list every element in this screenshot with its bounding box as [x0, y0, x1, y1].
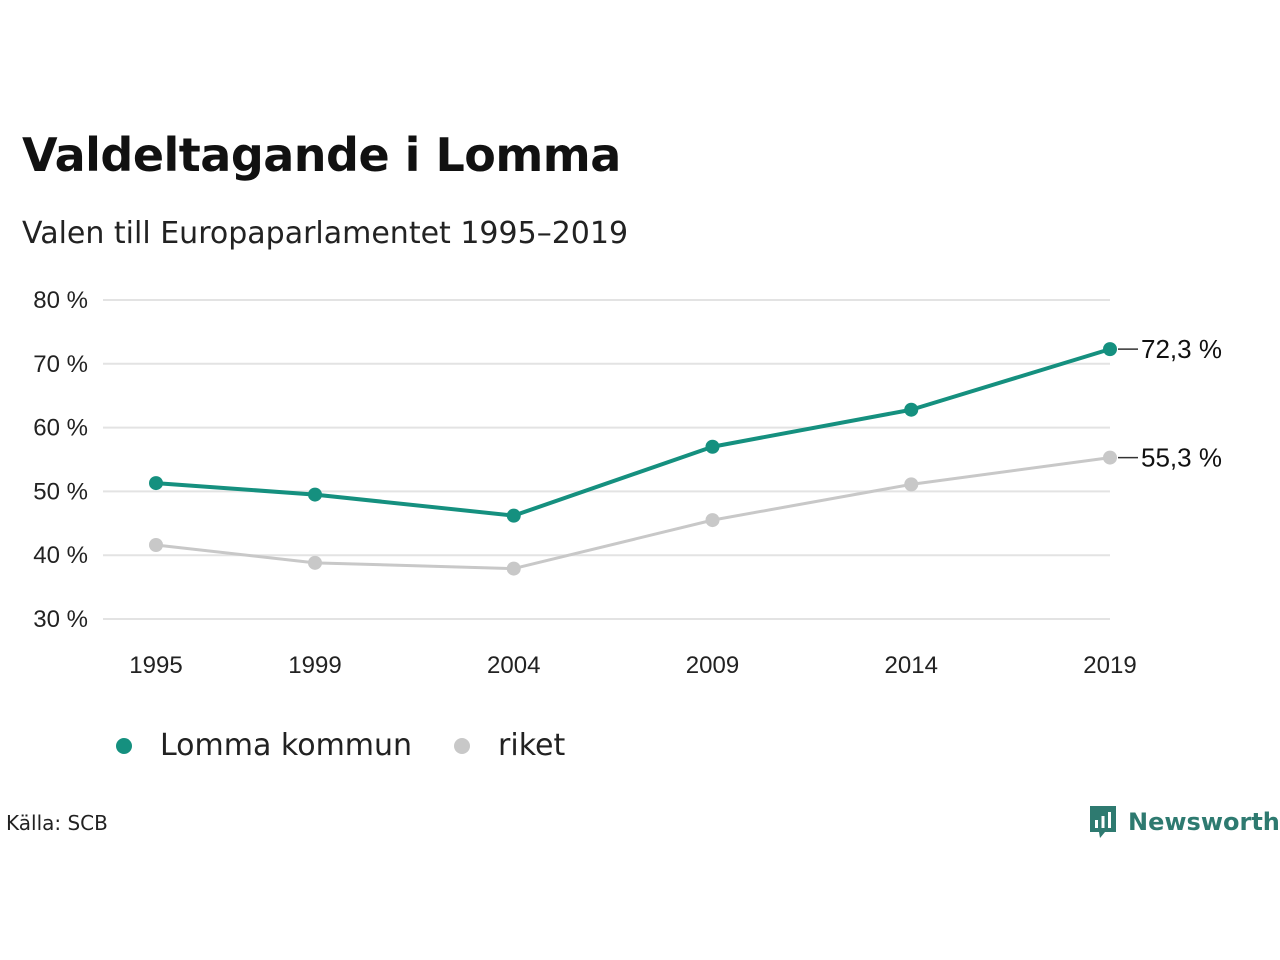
x-tick-label-1999: 1999 [288, 652, 341, 679]
x-axis-ticks: 1995 1999 2004 2009 2014 2019 [129, 652, 1136, 679]
data-point-lomma-2014 [904, 402, 919, 417]
x-tick-label-2004: 2004 [487, 652, 540, 679]
series-lomma: 72,3 % [149, 334, 1222, 523]
y-tick-label-50: 50 % [33, 478, 88, 505]
data-point-lomma-1995 [149, 476, 163, 491]
series-group: 55,3 % 72,3 % [149, 334, 1222, 576]
x-tick-label-2019: 2019 [1083, 652, 1136, 679]
y-tick-label-30: 30 % [33, 606, 88, 633]
legend-label-lomma: Lomma kommun [160, 728, 413, 763]
data-point-riket-2009 [705, 513, 720, 528]
data-point-lomma-1999 [308, 487, 322, 502]
y-axis-ticks: 30 % 40 % 50 % 60 % 70 % 80 % [33, 287, 88, 633]
data-point-riket-2019 [1103, 450, 1117, 465]
legend-marker-riket [454, 737, 471, 754]
newsworthy-logo-icon [1090, 806, 1116, 838]
data-point-lomma-2004 [506, 508, 521, 523]
legend-label-riket: riket [498, 728, 566, 763]
y-tick-label-40: 40 % [33, 542, 88, 569]
series-riket: 55,3 % [149, 443, 1222, 576]
series-line-riket [155, 456, 1111, 571]
brand-name: Newsworthy [1128, 808, 1280, 836]
brand-logo[interactable]: Newsworthy [1088, 804, 1280, 840]
data-point-riket-2014 [904, 477, 919, 492]
end-label-riket: 55,3 % [1141, 443, 1222, 473]
data-point-riket-1995 [149, 537, 163, 552]
x-tick-label-2014: 2014 [885, 652, 938, 679]
chart-subtitle: Valen till Europaparlamentet 1995–2019 [22, 216, 629, 251]
grid-lines [103, 299, 1110, 620]
source-note: Källa: SCB [6, 811, 108, 835]
end-label-lomma: 72,3 % [1141, 334, 1222, 364]
chart-title: Valdeltagande i Lomma [22, 128, 621, 182]
x-tick-label-2009: 2009 [686, 652, 739, 679]
data-point-riket-1999 [308, 555, 322, 570]
data-point-lomma-2009 [705, 439, 720, 454]
y-tick-label-80: 80 % [33, 287, 88, 314]
legend-marker-lomma [116, 737, 132, 754]
data-point-riket-2004 [506, 561, 521, 576]
y-tick-label-70: 70 % [33, 351, 88, 378]
data-point-lomma-2019 [1103, 342, 1117, 357]
x-tick-label-1995: 1995 [129, 652, 182, 679]
legend-item-riket[interactable]: riket [454, 728, 565, 763]
series-line-lomma [155, 347, 1111, 518]
legend: Lomma kommun riket [116, 728, 607, 763]
legend-item-lomma[interactable]: Lomma kommun [116, 728, 412, 763]
y-tick-label-60: 60 % [33, 415, 88, 442]
